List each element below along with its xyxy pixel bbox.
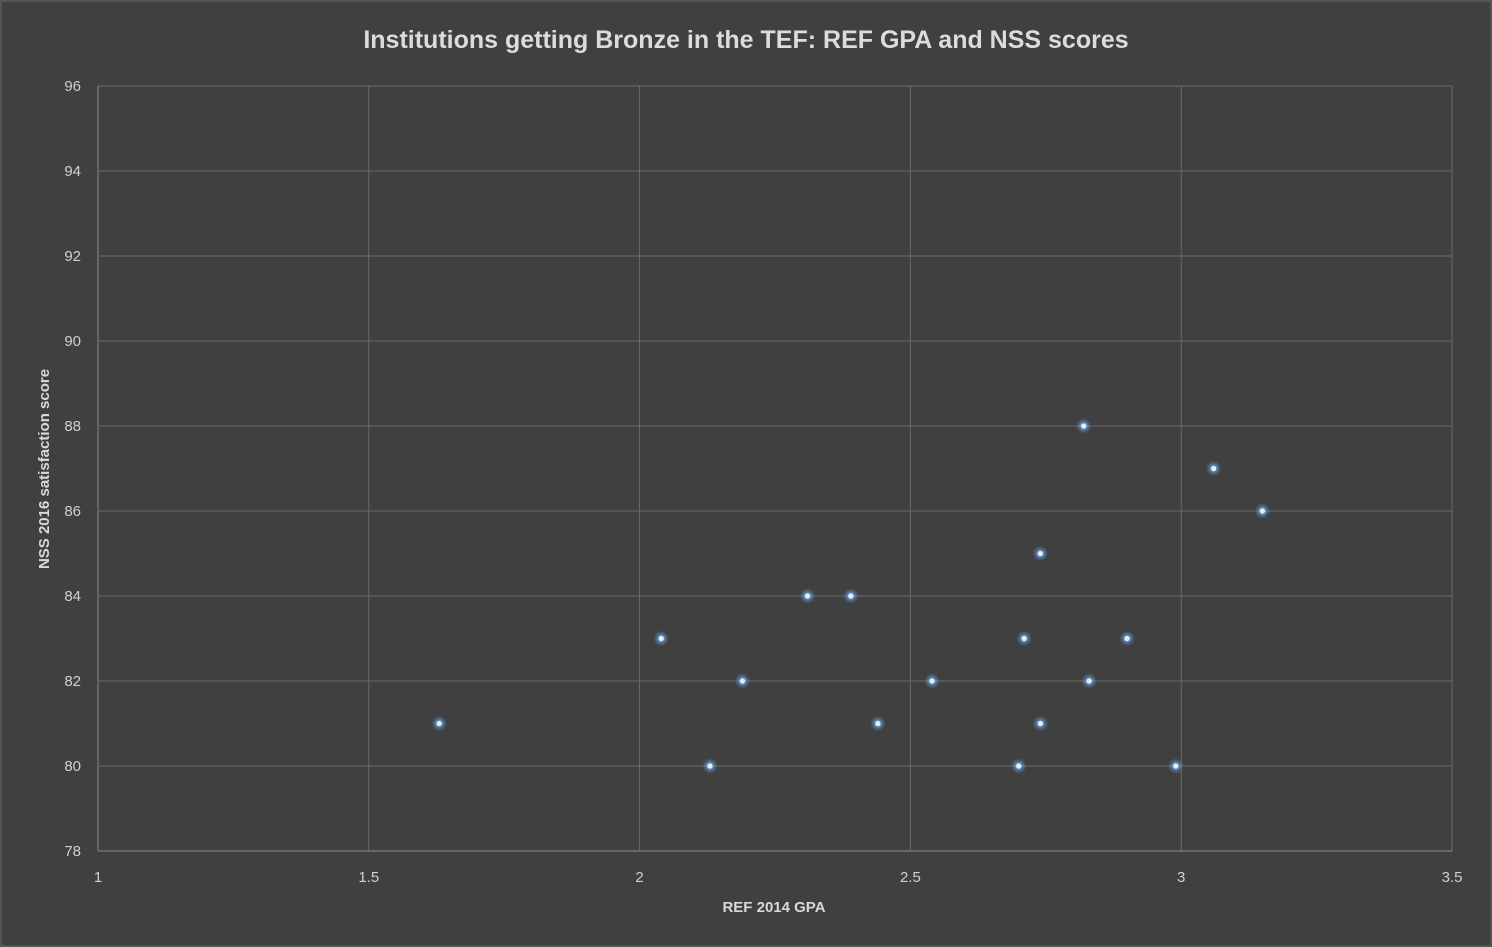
y-tick-label: 80 [64, 758, 81, 775]
y-tick-label: 84 [64, 588, 81, 605]
tick-labels: 1 1.5 2 2.5 3 3.5 78 80 82 84 86 88 90 92 94 96 [64, 78, 1462, 886]
x-tick-label: 1.5 [358, 869, 379, 886]
y-tick-label: 82 [64, 673, 81, 690]
data-points [431, 418, 1271, 774]
y-tick-label: 86 [64, 503, 81, 520]
data-point [842, 588, 859, 604]
data-point [1032, 545, 1049, 562]
x-tick-label: 3 [1177, 869, 1185, 886]
data-point [734, 673, 751, 689]
data-point [702, 758, 719, 774]
x-axis-label: REF 2014 GPA [722, 899, 825, 916]
data-point [1016, 630, 1033, 647]
data-point [1119, 630, 1136, 647]
y-tick-label: 94 [64, 163, 81, 180]
data-point [1205, 460, 1222, 477]
data-point [653, 630, 670, 647]
data-point [1254, 503, 1271, 519]
data-point [869, 715, 886, 732]
x-tick-label: 1 [94, 869, 102, 886]
chart-title: Institutions getting Bronze in the TEF: … [363, 26, 1128, 54]
x-tick-label: 2.5 [900, 869, 921, 886]
y-tick-label: 78 [64, 843, 81, 860]
data-point [799, 588, 816, 604]
data-point [1032, 715, 1049, 732]
y-tick-label: 88 [64, 418, 81, 435]
data-point [924, 673, 941, 689]
gridlines [97, 85, 1453, 852]
y-axis-label: NSS 2016 satisfaction score [36, 369, 53, 569]
data-point [1010, 758, 1027, 774]
data-point [1081, 673, 1098, 689]
data-point [431, 715, 448, 732]
y-tick-label: 92 [64, 248, 81, 265]
data-point [1167, 758, 1184, 774]
x-tick-label: 3.5 [1442, 869, 1463, 886]
x-tick-label: 2 [635, 869, 643, 886]
data-point [1075, 418, 1092, 434]
y-tick-label: 96 [64, 78, 81, 95]
y-tick-label: 90 [64, 333, 81, 350]
